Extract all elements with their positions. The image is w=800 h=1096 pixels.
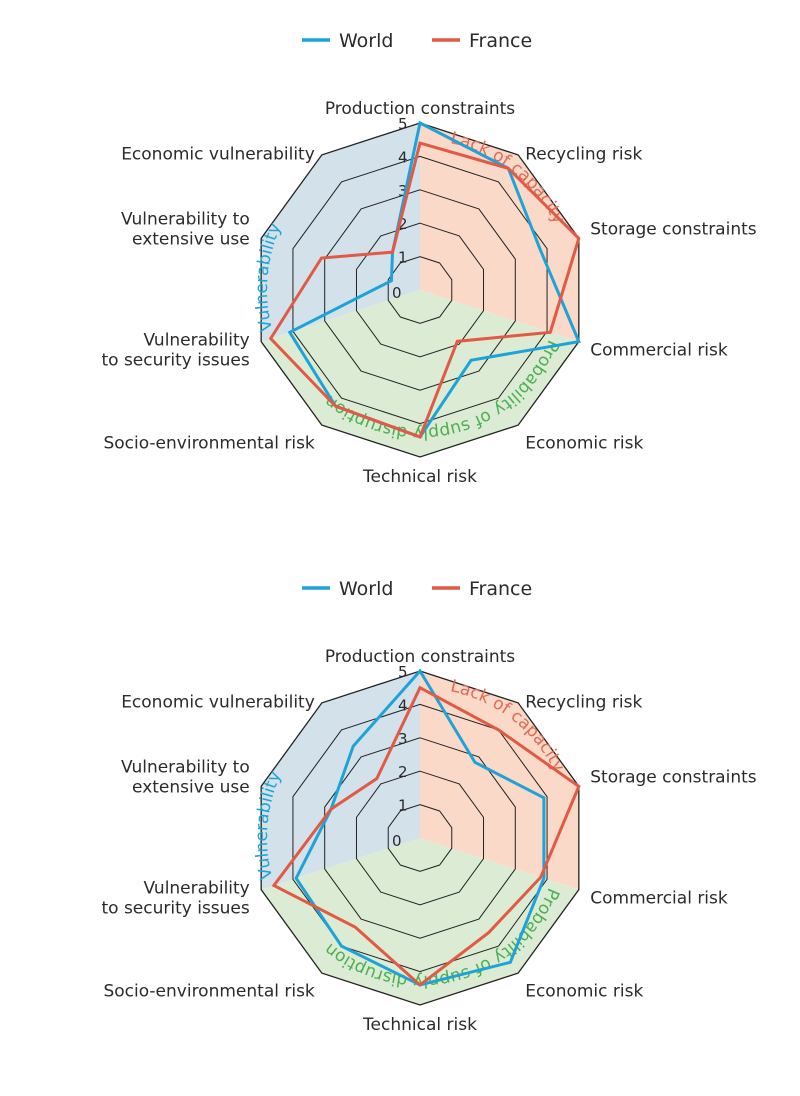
tick-label-5: 5	[398, 115, 408, 133]
grid-ring-1	[387, 804, 453, 872]
axis-label-line-recycling-risk-0: Recycling risk	[525, 144, 642, 164]
axis-label-line-economic-vulnerability-0: Economic vulnerability	[121, 692, 315, 712]
radar-chart-2: World France 0 1 2 3 4 5 Lack of capacity Probabi…	[0, 548, 800, 1088]
series-lines	[268, 120, 581, 439]
axis-label-line-vulnerability-to-extensive-use-1: extensive use	[132, 230, 250, 250]
axis-label-economic-vulnerability: Economic vulnerability	[121, 144, 315, 164]
axis-label-line-storage-constraints-0: Storage constraints	[590, 768, 757, 788]
grid-ring-5	[260, 670, 580, 1006]
series-lines	[271, 668, 581, 987]
legend-label-world: World	[339, 30, 393, 52]
axis-label-line-production-constraints-0: Production constraints	[325, 99, 515, 119]
tick-label-2: 2	[398, 215, 408, 233]
axis-label-recycling-risk: Recycling risk	[525, 144, 642, 164]
tick-label-5: 5	[398, 663, 408, 681]
axis-label-line-technical-risk-0: Technical risk	[362, 1015, 477, 1035]
tick-label-1: 1	[398, 797, 408, 815]
axis-label-socio-environmental-risk: Socio-environmental risk	[103, 982, 314, 1002]
legend-label-france: France	[469, 578, 532, 600]
axis-label-commercial-risk: Commercial risk	[590, 340, 728, 360]
axis-label-line-vulnerability-to-extensive-use-0: Vulnerability to	[121, 210, 250, 230]
axis-label-production-constraints: Production constraints	[325, 99, 515, 119]
tick-label-4: 4	[398, 696, 408, 714]
tick-label-0: 0	[392, 284, 402, 302]
axis-label-line-economic-risk-0: Economic risk	[525, 982, 643, 1002]
legend-label-france: France	[469, 30, 532, 52]
grid-ring-4	[292, 703, 548, 973]
axis-label-line-socio-environmental-risk-0: Socio-environmental risk	[103, 982, 314, 1002]
tick-labels: 0 1 2 3 4 5	[392, 663, 408, 850]
grid-ring-5	[260, 122, 580, 458]
axis-label-technical-risk: Technical risk	[362, 1015, 477, 1035]
tick-label-0: 0	[392, 832, 402, 850]
axis-label-vulnerability-to-extensive-use: Vulnerability to extensive use	[121, 758, 250, 798]
sector-lack-of-capacity	[420, 671, 579, 906]
tick-label-1: 1	[398, 249, 408, 267]
axis-label-line-vulnerability-to-extensive-use-0: Vulnerability to	[121, 758, 250, 778]
axis-label-line-vulnerability-to-security-issues-0: Vulnerability	[143, 330, 249, 350]
grid-rings	[260, 670, 580, 1006]
tick-label-2: 2	[398, 763, 408, 781]
axis-label-line-vulnerability-to-extensive-use-1: extensive use	[132, 778, 250, 798]
axis-label-vulnerability-to-security-issues: Vulnerability to security issues	[101, 330, 249, 370]
axis-label-economic-risk: Economic risk	[525, 434, 643, 454]
grid-ring-2	[355, 222, 485, 358]
axis-label-storage-constraints: Storage constraints	[590, 768, 757, 788]
sector-lack-of-capacity	[420, 123, 579, 358]
sector-vulnerability	[261, 123, 420, 358]
axis-label-technical-risk: Technical risk	[362, 467, 477, 487]
axis-label-line-vulnerability-to-security-issues-0: Vulnerability	[143, 878, 249, 898]
axis-label-line-storage-constraints-0: Storage constraints	[590, 220, 757, 240]
tick-label-3: 3	[398, 730, 408, 748]
chart-legend: World France	[302, 30, 532, 52]
axis-label-vulnerability-to-security-issues: Vulnerability to security issues	[101, 878, 249, 918]
axis-label-line-economic-vulnerability-0: Economic vulnerability	[121, 144, 315, 164]
axis-label-line-economic-risk-0: Economic risk	[525, 434, 643, 454]
axis-labels: Production constraints Recycling risk Stor…	[101, 647, 756, 1035]
axis-label-vulnerability-to-extensive-use: Vulnerability to extensive use	[121, 210, 250, 250]
axis-label-economic-risk: Economic risk	[525, 982, 643, 1002]
axis-label-line-production-constraints-0: Production constraints	[325, 647, 515, 667]
radar-chart-1: World France 0 1 2 3 4 5 Lack of capacity Probabi…	[0, 0, 800, 540]
tick-labels: 0 1 2 3 4 5	[392, 115, 408, 302]
axis-label-line-socio-environmental-risk-0: Socio-environmental risk	[103, 434, 314, 454]
axis-label-socio-environmental-risk: Socio-environmental risk	[103, 434, 314, 454]
axis-label-economic-vulnerability: Economic vulnerability	[121, 692, 315, 712]
axis-label-recycling-risk: Recycling risk	[525, 692, 642, 712]
chart-legend: World France	[302, 578, 532, 600]
axis-label-storage-constraints: Storage constraints	[590, 220, 757, 240]
grid-ring-3	[324, 189, 516, 391]
tick-label-4: 4	[398, 148, 408, 166]
axis-labels: Production constraints Recycling risk Stor…	[101, 99, 756, 487]
axis-label-line-vulnerability-to-security-issues-1: to security issues	[101, 350, 249, 370]
axis-label-line-commercial-risk-0: Commercial risk	[590, 888, 728, 908]
axis-label-line-commercial-risk-0: Commercial risk	[590, 340, 728, 360]
tick-label-3: 3	[398, 182, 408, 200]
axis-label-commercial-risk: Commercial risk	[590, 888, 728, 908]
sector-vulnerability	[261, 671, 420, 906]
axis-label-line-vulnerability-to-security-issues-1: to security issues	[101, 898, 249, 918]
grid-ring-2	[355, 770, 485, 906]
axis-label-line-recycling-risk-0: Recycling risk	[525, 692, 642, 712]
axis-label-production-constraints: Production constraints	[325, 647, 515, 667]
legend-label-world: World	[339, 578, 393, 600]
axis-label-line-technical-risk-0: Technical risk	[362, 467, 477, 487]
